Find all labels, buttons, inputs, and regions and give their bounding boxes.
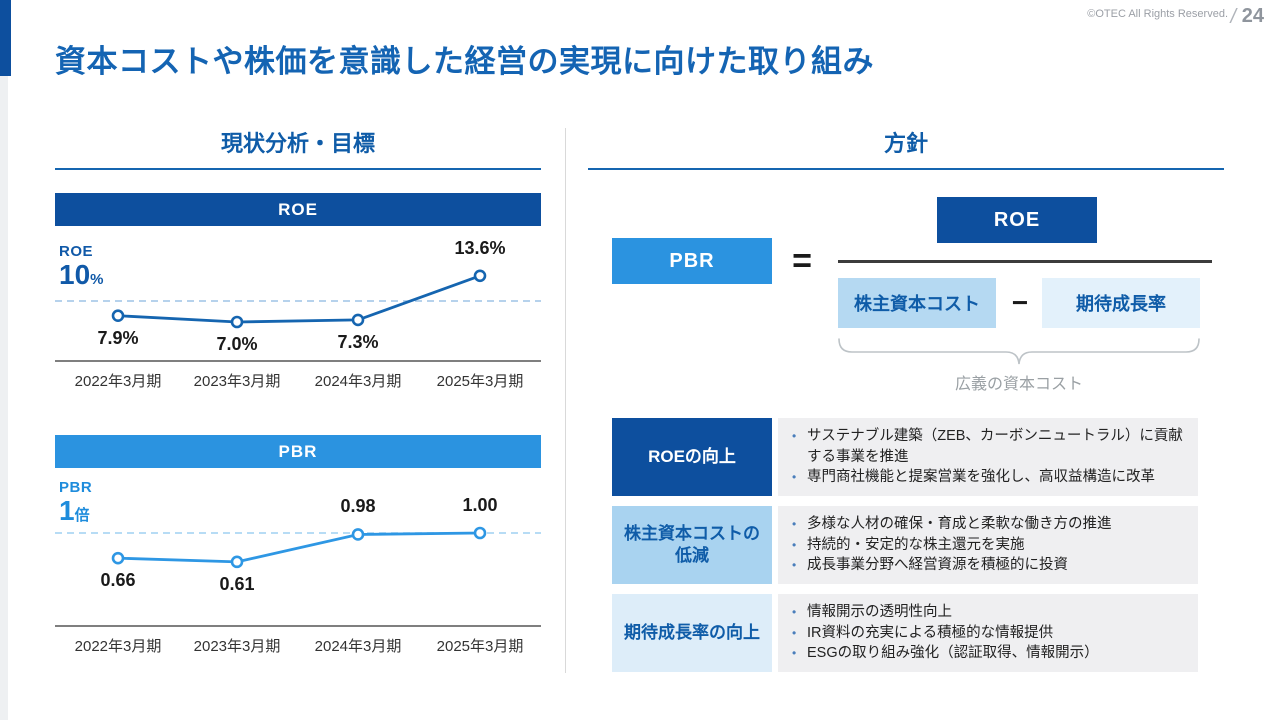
- policy-row-roe: ROEの向上 • サステナブル建築（ZEB、カーボンニュートラル）に貢献する事業を…: [612, 418, 1198, 496]
- bullet-text: ESGの取り組み強化（認証取得、情報開示）: [807, 645, 1099, 662]
- formula-growth-rate-box: 期待成長率: [1042, 278, 1200, 328]
- policy-row-content: • 情報開示の透明性向上 • IR資料の充実による積極的な情報提供 • ESGの取り組…: [778, 594, 1198, 672]
- bullet-text: IR資料の充実による積極的な情報提供: [807, 624, 1054, 641]
- policy-row-label: 株主資本コストの低減: [612, 506, 772, 584]
- bullet-icon: •: [792, 625, 797, 640]
- pbr-chart: PBR PBR 1倍 0.66 0.61 0.98 1.00 2022年3月期 2023…: [55, 435, 541, 657]
- bullet-text: サステナブル建築（ZEB、カーボンニュートラル）に貢献する事業を推進: [807, 428, 1183, 465]
- roe-data-label: 13.6%: [454, 237, 506, 258]
- bullet-icon: •: [792, 558, 797, 573]
- bullet-icon: •: [792, 537, 797, 552]
- bullet-text: 多様な人材の確保・育成と柔軟な働き方の推進: [807, 516, 1112, 533]
- policy-row-content: • サステナブル建築（ZEB、カーボンニュートラル）に貢献する事業を推進 • 専門商…: [778, 418, 1198, 496]
- pbr-target-label: PBR 1倍: [59, 479, 93, 526]
- roe-x-axis-labels: 2022年3月期 2023年3月期 2024年3月期 2025年3月期: [55, 362, 541, 392]
- roe-target-label: ROE 10%: [59, 243, 104, 290]
- policy-row-content: • 多様な人材の確保・育成と柔軟な働き方の推進 • 持続的・安定的な株主還元を実施 …: [778, 506, 1198, 584]
- page-number: 24: [1241, 5, 1264, 27]
- underbrace-icon: [838, 338, 1200, 365]
- roe-data-label: 7.9%: [97, 327, 139, 348]
- formula-equity-cost-box: 株主資本コスト: [838, 278, 996, 328]
- bullet-icon: •: [792, 470, 797, 485]
- policy-row-label: 期待成長率の向上: [612, 594, 772, 672]
- pbr-chart-title-bar: PBR: [55, 435, 541, 468]
- bullet-text: 専門商社機能と提案営業を強化し、高収益構造に改革: [807, 469, 1155, 486]
- pbr-data-label: 0.66: [100, 570, 136, 591]
- pbr-x-tick-label: 2022年3月期: [74, 638, 162, 655]
- section-divider: [565, 128, 566, 673]
- broad-capital-cost-label: 広義の資本コスト: [954, 376, 1083, 393]
- fraction-line: [838, 260, 1212, 263]
- pbr-x-tick-label: 2023年3月期: [193, 638, 281, 655]
- bullet-icon: •: [792, 605, 797, 620]
- roe-plot-area: ROE 10% 7.9% 7.0% 7.3% 13.6%: [55, 230, 541, 362]
- bullet-text: 成長事業分野へ経営資源を積極的に投資: [807, 557, 1068, 574]
- bullet-text: 情報開示の透明性向上: [807, 604, 952, 621]
- roe-chart-title-bar: ROE: [55, 193, 541, 226]
- formula-pbr-box: PBR: [612, 238, 772, 284]
- page-number-slash: /: [1230, 6, 1236, 28]
- pbr-x-tick-label: 2024年3月期: [314, 638, 402, 655]
- pbr-x-tick-label: 2025年3月期: [436, 638, 524, 655]
- roe-data-label: 7.3%: [337, 331, 379, 352]
- minus-sign: −: [1011, 287, 1029, 318]
- policy-row-equity-cost: 株主資本コストの低減 • 多様な人材の確保・育成と柔軟な働き方の推進 • 持続的・安…: [612, 506, 1198, 584]
- copyright-text: ©OTEC All Rights Reserved.: [1087, 8, 1228, 20]
- roe-x-tick-label: 2024年3月期: [314, 373, 402, 390]
- pbr-data-label: 0.61: [219, 573, 255, 594]
- roe-x-tick-label: 2023年3月期: [193, 373, 281, 390]
- pbr-plot-area: PBR 1倍 0.66 0.61 0.98 1.00: [55, 472, 541, 627]
- roe-data-label: 7.0%: [216, 334, 258, 354]
- roe-x-tick-label: 2025年3月期: [436, 373, 524, 390]
- policy-row-label: ROEの向上: [612, 418, 772, 496]
- pbr-data-label: 1.00: [462, 495, 498, 515]
- title-accent-bar: [0, 0, 11, 76]
- roe-x-tick-label: 2022年3月期: [74, 373, 162, 390]
- equals-sign: =: [792, 241, 812, 280]
- page-title: 資本コストや株価を意識した経営の実現に向けた取り組み: [55, 44, 874, 79]
- pbr-data-label: 0.98: [340, 496, 376, 517]
- bullet-icon: •: [792, 517, 797, 532]
- policy-row-growth-rate: 期待成長率の向上 • 情報開示の透明性向上 • IR資料の充実による積極的な情報提供…: [612, 594, 1198, 672]
- bullet-text: 持続的・安定的な株主還元を実施: [807, 536, 1025, 553]
- formula-roe-box: ROE: [937, 197, 1097, 243]
- pbr-x-axis-labels: 2022年3月期 2023年3月期 2024年3月期 2025年3月期: [55, 627, 541, 657]
- pbr-line-chart: [55, 526, 541, 569]
- roe-chart: ROE ROE 10% 7.9% 7.0% 7.3% 13.6% 2022年3月期 20…: [55, 193, 541, 392]
- roe-line-chart: [55, 269, 541, 329]
- left-edge-strip: [0, 0, 8, 720]
- right-section-heading: 方針: [588, 126, 1224, 170]
- bullet-icon: •: [792, 646, 797, 661]
- left-section-heading: 現状分析・目標: [55, 126, 541, 170]
- bullet-icon: •: [792, 429, 797, 444]
